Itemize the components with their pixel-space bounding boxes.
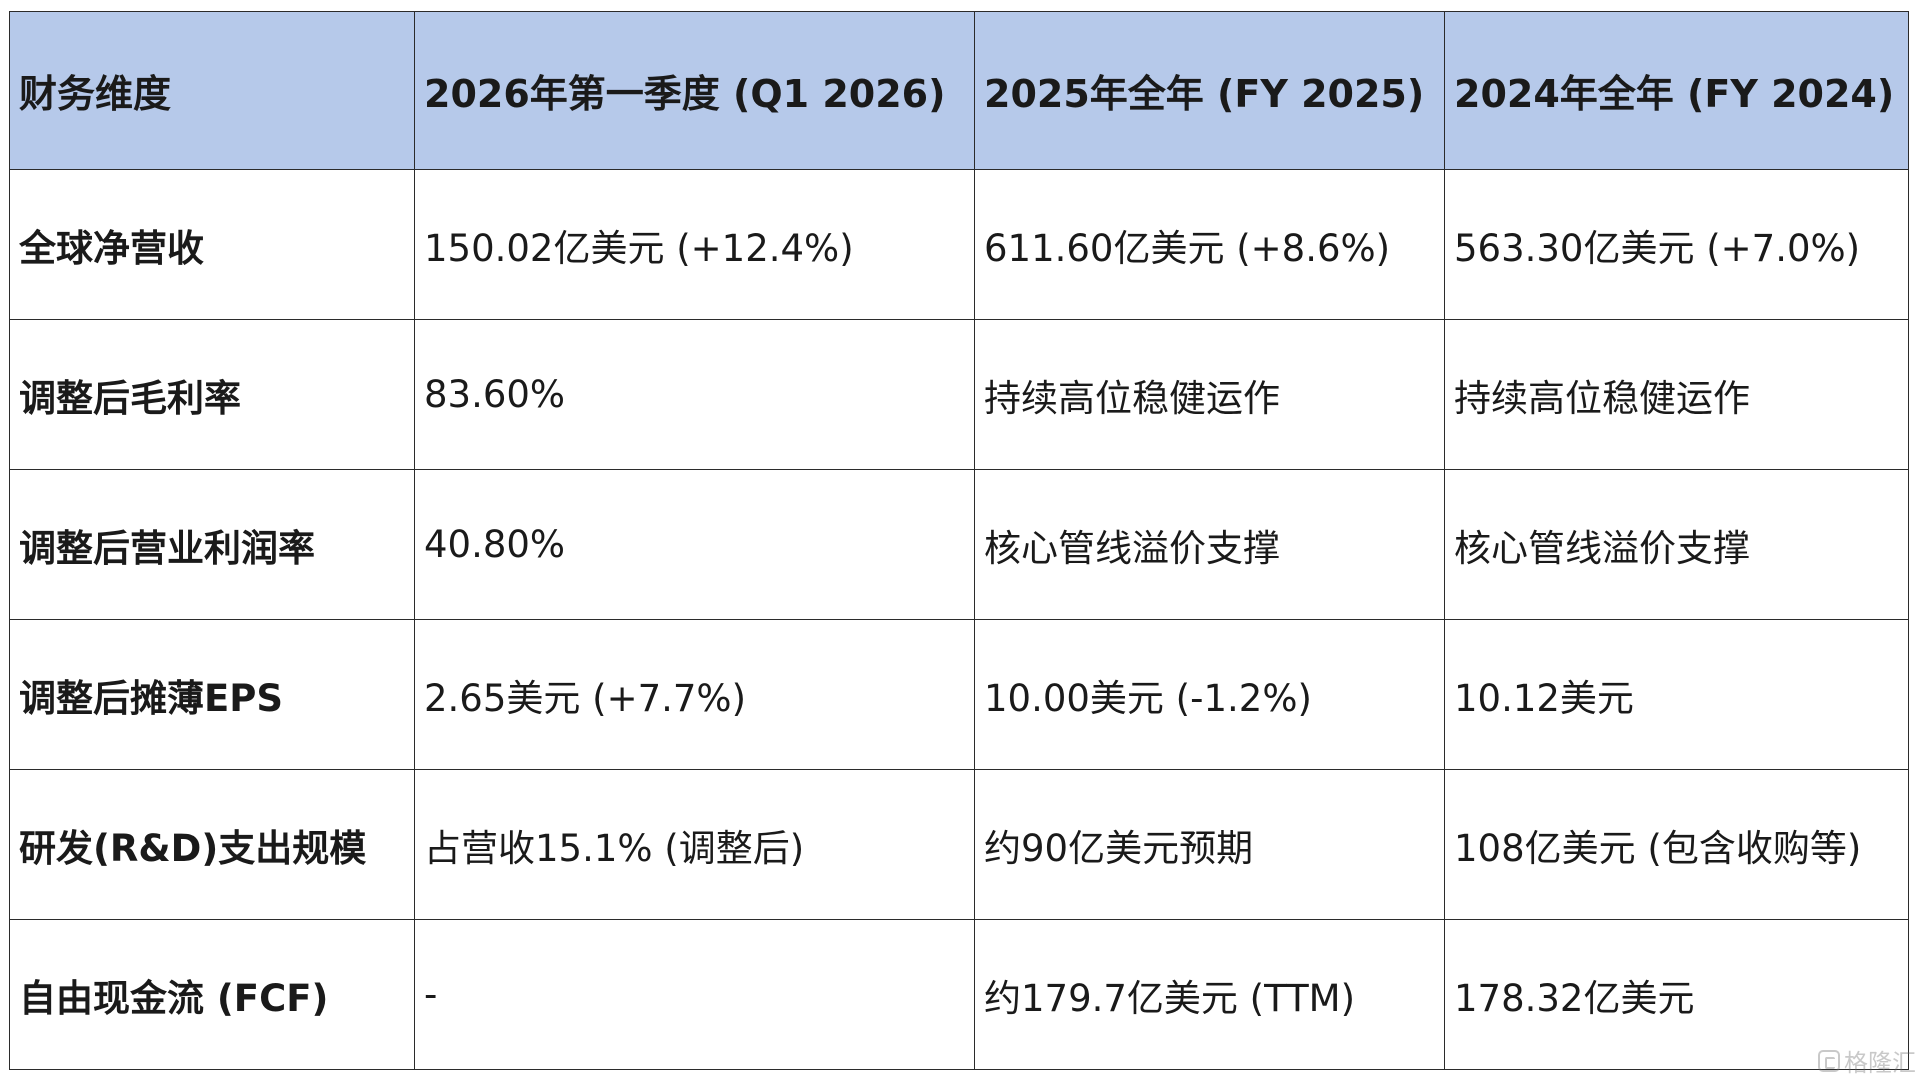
table-cell: 10.12美元 xyxy=(1444,619,1909,770)
row-label-gross-margin: 调整后毛利率 xyxy=(9,319,415,470)
brand-logo-icon xyxy=(1818,1049,1840,1072)
header-fy-2024: 2024年全年 (FY 2024) xyxy=(1444,11,1909,170)
table-cell: 563.30亿美元 (+7.0%) xyxy=(1444,169,1909,320)
row-label-operating-margin: 调整后营业利润率 xyxy=(9,469,415,620)
watermark: 格隆汇 xyxy=(1818,1043,1916,1078)
table-cell: 611.60亿美元 (+8.6%) xyxy=(974,169,1445,320)
table-cell: 150.02亿美元 (+12.4%) xyxy=(414,169,975,320)
table-cell: 2.65美元 (+7.7%) xyxy=(414,619,975,770)
watermark-text: 格隆汇 xyxy=(1844,1049,1916,1077)
table-row: 调整后摊薄EPS 2.65美元 (+7.7%) 10.00美元 (-1.2%) … xyxy=(9,619,1909,770)
table-cell: 108亿美元 (包含收购等) xyxy=(1444,769,1909,920)
table-cell: 占营收15.1% (调整后) xyxy=(414,769,975,920)
row-label-rd-spend: 研发(R&D)支出规模 xyxy=(9,769,415,920)
header-fy-2025: 2025年全年 (FY 2025) xyxy=(974,11,1445,170)
table-cell: 40.80% xyxy=(414,469,975,620)
row-label-eps: 调整后摊薄EPS xyxy=(9,619,415,770)
row-label-revenue: 全球净营收 xyxy=(9,169,415,320)
table-cell: 178.32亿美元 xyxy=(1444,919,1909,1070)
table-row: 调整后营业利润率 40.80% 核心管线溢价支撑 核心管线溢价支撑 xyxy=(9,469,1909,620)
table-cell: 持续高位稳健运作 xyxy=(1444,319,1909,470)
header-dimension: 财务维度 xyxy=(9,11,415,170)
table-cell: 持续高位稳健运作 xyxy=(974,319,1445,470)
financial-comparison-table: 财务维度 2026年第一季度 (Q1 2026) 2025年全年 (FY 202… xyxy=(9,11,1909,1070)
table-cell: 83.60% xyxy=(414,319,975,470)
table-row: 全球净营收 150.02亿美元 (+12.4%) 611.60亿美元 (+8.6… xyxy=(9,169,1909,320)
table-row: 研发(R&D)支出规模 占营收15.1% (调整后) 约90亿美元预期 108亿… xyxy=(9,769,1909,920)
table-cell: 核心管线溢价支撑 xyxy=(1444,469,1909,620)
financial-table-container: 财务维度 2026年第一季度 (Q1 2026) 2025年全年 (FY 202… xyxy=(9,11,1909,1070)
table-cell: 约90亿美元预期 xyxy=(974,769,1445,920)
table-cell: 约179.7亿美元 (TTM) xyxy=(974,919,1445,1070)
table-cell: - xyxy=(414,919,975,1070)
row-label-fcf: 自由现金流 (FCF) xyxy=(9,919,415,1070)
header-q1-2026: 2026年第一季度 (Q1 2026) xyxy=(414,11,975,170)
table-header-row: 财务维度 2026年第一季度 (Q1 2026) 2025年全年 (FY 202… xyxy=(9,11,1909,170)
table-row: 自由现金流 (FCF) - 约179.7亿美元 (TTM) 178.32亿美元 xyxy=(9,919,1909,1070)
table-cell: 核心管线溢价支撑 xyxy=(974,469,1445,620)
table-row: 调整后毛利率 83.60% 持续高位稳健运作 持续高位稳健运作 xyxy=(9,319,1909,470)
table-cell: 10.00美元 (-1.2%) xyxy=(974,619,1445,770)
